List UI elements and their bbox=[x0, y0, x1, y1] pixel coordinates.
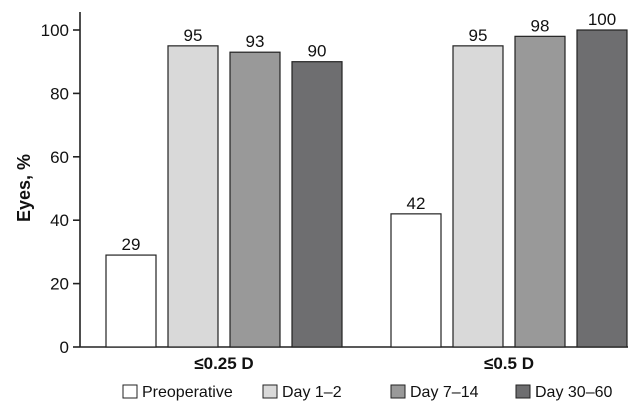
y-ticks-layer: 0 20 40 60 80 100 bbox=[41, 21, 80, 357]
legend-label: Day 30–60 bbox=[535, 384, 612, 401]
legend-label: Preoperative bbox=[142, 384, 233, 401]
bar bbox=[576, 29, 628, 348]
y-tick-label: 80 bbox=[50, 84, 69, 103]
bar bbox=[390, 213, 442, 348]
bar-value-label: 95 bbox=[184, 26, 203, 45]
y-axis-label: Eyes, % bbox=[14, 154, 34, 222]
bar bbox=[229, 51, 281, 348]
legend-swatch bbox=[515, 384, 531, 399]
legend-label: Day 1–2 bbox=[282, 384, 342, 401]
bar bbox=[105, 254, 157, 348]
y-tick-label: 40 bbox=[50, 211, 69, 230]
legend-swatch bbox=[122, 384, 138, 399]
category-label: ≤0.5 D bbox=[484, 354, 534, 373]
legend-swatch bbox=[262, 384, 278, 399]
bar bbox=[291, 61, 343, 348]
bar-value-label: 93 bbox=[246, 32, 265, 51]
bar bbox=[167, 45, 219, 348]
bar bbox=[514, 35, 566, 348]
bars-layer bbox=[105, 29, 628, 348]
data-labels-layer: 29 95 93 90 42 95 98 100 bbox=[122, 10, 617, 254]
bar-value-label: 42 bbox=[407, 194, 426, 213]
bar-value-label: 100 bbox=[588, 10, 616, 29]
bar-value-label: 95 bbox=[469, 26, 488, 45]
bar-value-label: 29 bbox=[122, 235, 141, 254]
bar-value-label: 98 bbox=[531, 16, 550, 35]
y-tick-label: 20 bbox=[50, 275, 69, 294]
y-tick-label: 60 bbox=[50, 148, 69, 167]
bar bbox=[452, 45, 504, 348]
bar-value-label: 90 bbox=[308, 42, 327, 61]
category-labels-layer: ≤0.25 D ≤0.5 D bbox=[194, 354, 534, 373]
legend-swatch bbox=[390, 384, 406, 399]
y-tick-label: 100 bbox=[41, 21, 69, 40]
legend-label: Day 7–14 bbox=[410, 384, 479, 401]
y-tick-label: 0 bbox=[60, 338, 69, 357]
category-label: ≤0.25 D bbox=[194, 354, 253, 373]
legend: Preoperative Day 1–2 Day 7–14 Day 30–60 bbox=[122, 384, 612, 401]
